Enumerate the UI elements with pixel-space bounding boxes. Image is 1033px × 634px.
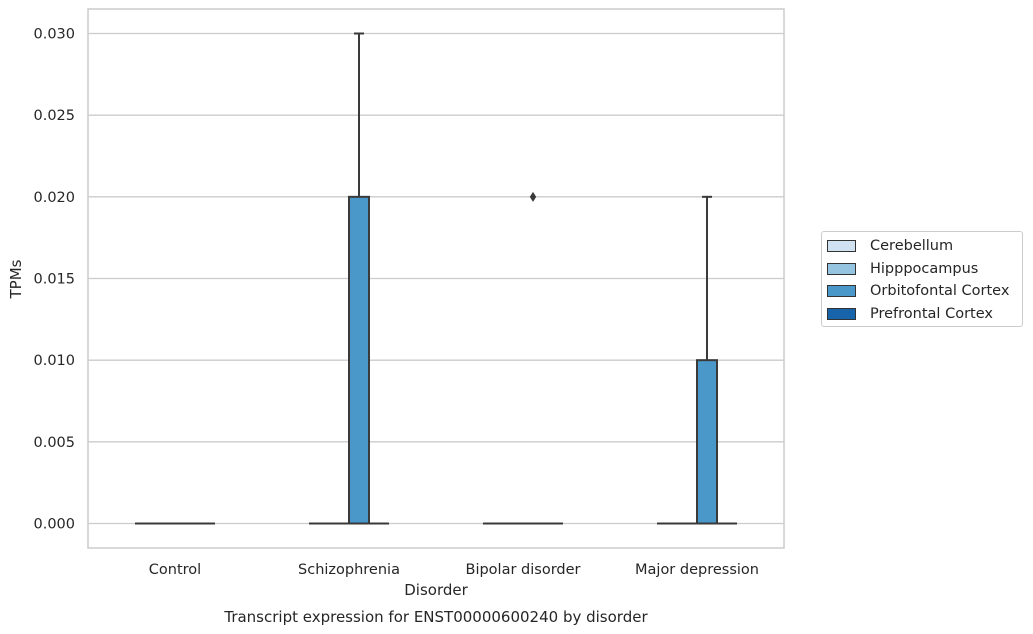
y-tick-label: 0.020 <box>33 190 75 206</box>
legend-swatch <box>827 262 856 275</box>
y-tick-label: 0.010 <box>33 353 75 369</box>
outlier-point <box>529 191 537 202</box>
legend-swatch <box>827 285 856 297</box>
y-axis-label: TPMs <box>7 259 25 299</box>
legend-label: Prefrontal Cortex <box>870 305 993 322</box>
chart-title: Transcript expression for ENST0000060024… <box>223 608 648 626</box>
x-axis-label: Disorder <box>404 581 468 599</box>
x-axis-tick-labels: Control Schizophrenia Bipolar disorder Majo… <box>149 562 759 578</box>
legend-swatch <box>827 307 856 320</box>
legend: Cerebellum Hipppocampus Orbitofontal Corte… <box>821 231 1023 327</box>
legend-item: Prefrontal Cortex <box>827 305 993 323</box>
y-tick-label: 0.015 <box>33 272 75 288</box>
x-tick-label: Schizophrenia <box>298 562 400 578</box>
y-tick-label: 0.005 <box>33 435 75 451</box>
box-orbitofontal-cortex <box>523 191 543 525</box>
x-tick-label: Major depression <box>635 562 759 578</box>
box-plot-series <box>135 32 737 525</box>
legend-label: Orbitofontal Cortex <box>870 283 1010 299</box>
legend-swatch <box>827 240 856 252</box>
legend-item: Hipppocampus <box>827 260 978 278</box>
legend-label: Hipppocampus <box>870 260 979 277</box>
legend-item: Cerebellum <box>827 237 953 255</box>
legend-item: Orbitofontal Cortex <box>827 282 1009 300</box>
box-body <box>696 359 718 525</box>
grid-lines <box>88 32 784 525</box>
plot-frame <box>87 8 785 549</box>
box-body <box>348 195 370 525</box>
x-tick-label: Bipolar disorder <box>466 562 581 578</box>
box-orbitofontal-cortex <box>696 195 718 525</box>
y-tick-label: 0.025 <box>33 108 75 124</box>
box-orbitofontal-cortex <box>348 32 370 525</box>
y-tick-label: 0.000 <box>33 517 75 533</box>
y-tick-label: 0.030 <box>33 27 75 43</box>
legend-label: Cerebellum <box>870 238 954 254</box>
x-tick-label: Control <box>149 562 201 578</box>
y-axis-tick-labels: 0.000 0.005 0.010 0.015 0.020 0.025 0.030 <box>33 27 75 533</box>
